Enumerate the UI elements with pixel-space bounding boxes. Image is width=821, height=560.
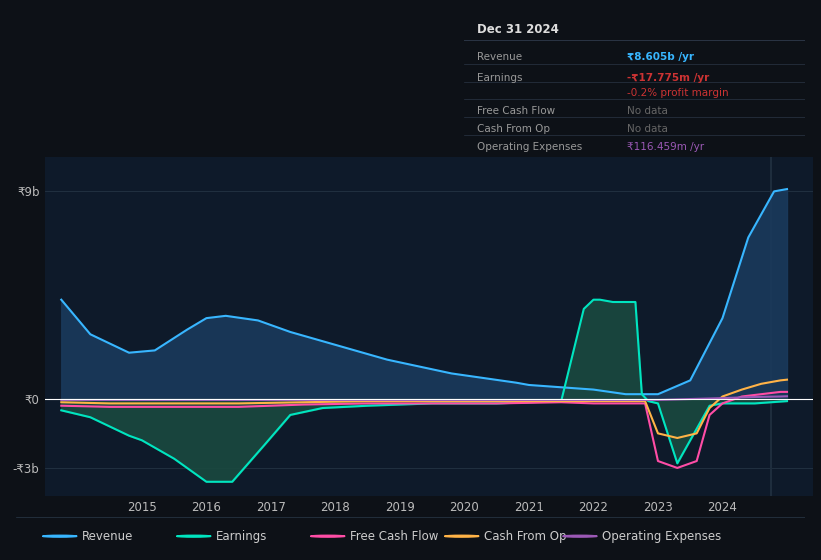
Text: Earnings: Earnings — [216, 530, 267, 543]
Text: Operating Expenses: Operating Expenses — [602, 530, 722, 543]
Text: Free Cash Flow: Free Cash Flow — [350, 530, 438, 543]
Text: Earnings: Earnings — [478, 73, 523, 83]
Text: Cash From Op: Cash From Op — [484, 530, 566, 543]
Circle shape — [43, 535, 77, 537]
Circle shape — [444, 535, 479, 537]
Text: Dec 31 2024: Dec 31 2024 — [478, 23, 559, 36]
Circle shape — [310, 535, 345, 537]
Text: Free Cash Flow: Free Cash Flow — [478, 106, 556, 116]
Text: No data: No data — [627, 106, 668, 116]
Text: ₹8.605b /yr: ₹8.605b /yr — [627, 52, 695, 62]
Circle shape — [562, 535, 598, 537]
Text: Revenue: Revenue — [478, 52, 523, 62]
Text: Operating Expenses: Operating Expenses — [478, 142, 583, 152]
Text: Revenue: Revenue — [82, 530, 133, 543]
Text: -0.2% profit margin: -0.2% profit margin — [627, 88, 729, 99]
Text: Cash From Op: Cash From Op — [478, 124, 551, 134]
Circle shape — [177, 535, 211, 537]
Text: No data: No data — [627, 124, 668, 134]
Text: ₹116.459m /yr: ₹116.459m /yr — [627, 142, 704, 152]
Text: -₹17.775m /yr: -₹17.775m /yr — [627, 73, 709, 83]
